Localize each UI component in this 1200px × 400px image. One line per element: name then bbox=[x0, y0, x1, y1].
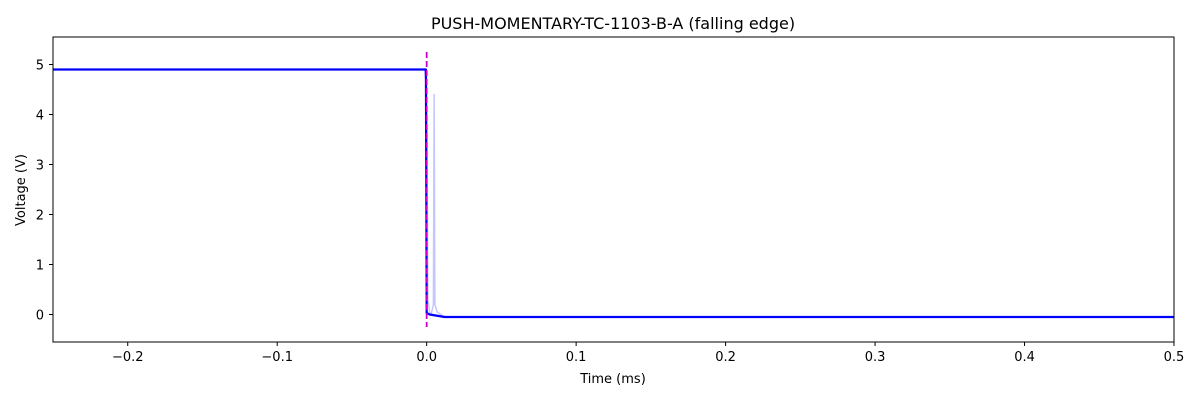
y-tick-label: 3 bbox=[36, 159, 44, 174]
x-tick-label: 0.3 bbox=[865, 350, 886, 365]
x-tick-label: 0.2 bbox=[715, 350, 736, 365]
y-tick-label: 1 bbox=[36, 259, 44, 274]
y-axis: 0 1 2 3 4 5 bbox=[36, 59, 53, 324]
x-tick-label: 0.4 bbox=[1014, 350, 1035, 365]
x-tick-label: −0.1 bbox=[261, 350, 293, 365]
plot-area bbox=[52, 36, 1175, 343]
x-tick-label: 0.5 bbox=[1164, 350, 1185, 365]
series-line-raw bbox=[53, 68, 1174, 318]
y-tick-label: 2 bbox=[36, 209, 44, 224]
series-line-signal bbox=[53, 68, 1174, 319]
x-axis: −0.2 −0.1 0.0 0.1 0.2 0.3 0.4 0.5 bbox=[112, 342, 1184, 365]
x-tick-label: −0.2 bbox=[112, 350, 144, 365]
y-tick-label: 0 bbox=[36, 309, 44, 324]
y-tick-label: 4 bbox=[36, 109, 44, 124]
x-axis-label: Time (ms) bbox=[579, 372, 646, 387]
plot-frame bbox=[52, 36, 1175, 343]
chart-title: PUSH-MOMENTARY-TC-1103-B-A (falling edge… bbox=[431, 14, 795, 33]
y-tick-label: 5 bbox=[36, 59, 44, 74]
series-layer bbox=[53, 68, 1174, 319]
y-axis-label: Voltage (V) bbox=[14, 154, 29, 226]
x-tick-label: 0.0 bbox=[416, 350, 437, 365]
x-tick-label: 0.1 bbox=[566, 350, 587, 365]
